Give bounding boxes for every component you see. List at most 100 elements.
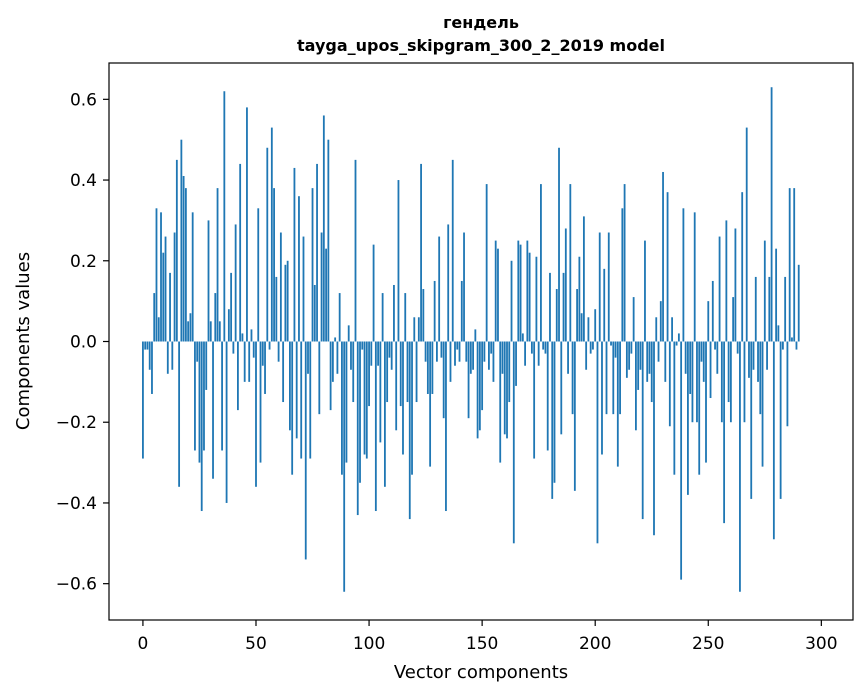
bar-123	[420, 163, 422, 342]
bar-44	[241, 333, 244, 342]
bar-34	[218, 321, 221, 342]
bar-30	[209, 321, 212, 342]
bar-170	[526, 240, 529, 342]
bar-116	[404, 293, 407, 342]
bar-151	[483, 341, 486, 362]
bar-46	[246, 107, 248, 342]
bar-54	[264, 341, 266, 394]
bar-31	[212, 341, 214, 479]
bar-120	[413, 317, 416, 342]
bar-277	[768, 276, 771, 342]
bar-209	[614, 341, 617, 358]
bar-212	[621, 208, 624, 342]
bar-171	[528, 252, 531, 342]
bar-246	[698, 341, 701, 475]
bar-88	[341, 341, 343, 475]
bar-182	[553, 341, 556, 483]
bar-249	[705, 341, 707, 463]
bar-191	[573, 341, 576, 491]
bar-284	[784, 276, 787, 342]
bar-165	[515, 341, 517, 386]
bar-12	[169, 272, 171, 342]
bar-138	[454, 341, 456, 366]
bar-153	[488, 341, 490, 370]
x-tick-label: 150	[466, 634, 498, 654]
bar-146	[472, 341, 474, 370]
bar-130	[436, 341, 438, 362]
bar-52	[259, 341, 262, 463]
bar-127	[429, 341, 432, 467]
bar-197	[587, 317, 590, 342]
bar-107	[383, 341, 386, 487]
bar-259	[727, 341, 730, 403]
bar-40	[232, 341, 235, 354]
bar-13	[171, 341, 174, 370]
bar-27	[203, 341, 205, 451]
bar-89	[343, 341, 346, 592]
bar-271	[754, 276, 757, 342]
bar-3	[148, 341, 151, 370]
bar-161	[506, 341, 508, 439]
bar-192	[576, 289, 579, 342]
bar-204	[603, 268, 606, 342]
bar-135	[447, 224, 450, 342]
x-tick-label: 50	[245, 634, 267, 654]
bar-285	[786, 341, 789, 427]
bar-55	[266, 147, 269, 342]
bar-41	[234, 224, 237, 342]
bar-243	[691, 341, 694, 423]
bar-263	[736, 341, 739, 354]
bar-248	[702, 341, 705, 382]
x-tick-label: 200	[579, 634, 611, 654]
bar-122	[417, 317, 420, 342]
bar-102	[372, 244, 375, 342]
bar-99	[365, 341, 368, 459]
bar-42	[237, 341, 239, 411]
bar-281	[777, 325, 780, 342]
bar-152	[485, 184, 488, 342]
bar-92	[350, 341, 352, 370]
bar-176	[540, 184, 542, 342]
bar-233	[668, 341, 671, 427]
y-tick-label: 0.6	[70, 90, 97, 110]
bar-252	[711, 280, 714, 342]
bar-193	[578, 256, 581, 342]
bar-124	[422, 289, 425, 342]
bar-108	[386, 341, 389, 403]
bar-237	[677, 333, 680, 342]
bar-136	[449, 341, 452, 382]
bar-289	[795, 341, 798, 350]
bar-65	[289, 341, 291, 431]
bar-156	[494, 240, 497, 342]
bar-115	[402, 341, 404, 455]
bar-280	[775, 248, 778, 342]
bar-187	[564, 228, 567, 342]
bar-194	[580, 313, 583, 342]
bar-162	[508, 341, 511, 403]
bar-109	[388, 341, 391, 358]
bar-16	[178, 341, 181, 487]
chart-subtitle: tayga_upos_skipgram_300_2_2019 model	[297, 36, 665, 55]
bar-216	[630, 341, 633, 354]
bar-39	[230, 272, 233, 342]
bar-79	[320, 232, 323, 342]
y-axis-ticks: −0.6 −0.4 −0.2 0.0 0.2 0.4 0.6	[56, 90, 109, 595]
bar-83	[329, 341, 332, 411]
bar-95	[356, 341, 359, 516]
bar-103	[374, 341, 377, 512]
bar-94	[354, 159, 357, 342]
bar-179	[546, 341, 549, 451]
bar-147	[474, 329, 477, 342]
bar-276	[766, 341, 768, 370]
bar-218	[635, 341, 637, 431]
bar-184	[558, 147, 560, 342]
bar-240	[684, 341, 687, 374]
bar-84	[331, 341, 334, 382]
bars-group	[142, 87, 800, 592]
bar-111	[393, 284, 395, 342]
bar-133	[442, 341, 445, 419]
bar-203	[601, 341, 603, 455]
bar-6	[155, 208, 158, 342]
bar-166	[517, 240, 520, 342]
bar-169	[524, 341, 526, 366]
